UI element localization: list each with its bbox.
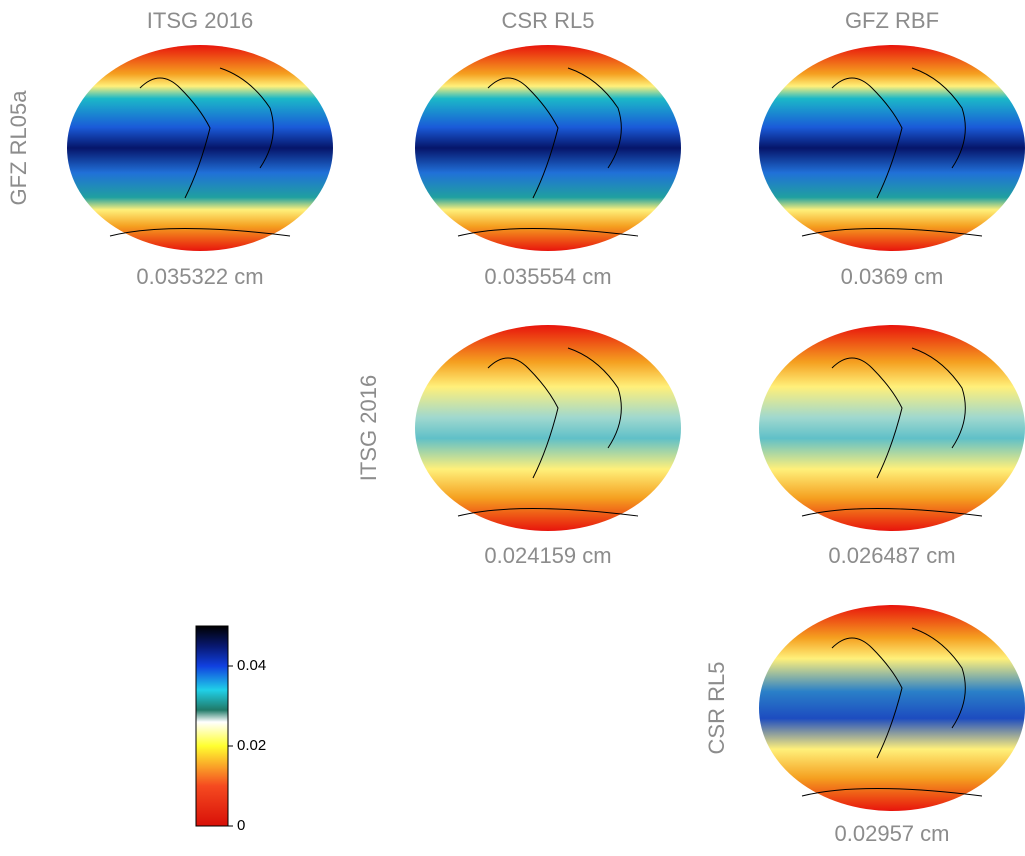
coastline — [457, 67, 639, 237]
row-label: CSR RL5 — [704, 662, 729, 755]
column-title: CSR RL5 — [502, 8, 595, 33]
column-title: GFZ RBF — [845, 8, 939, 33]
map-panel — [759, 325, 1025, 531]
panel-caption: 0.035554 cm — [484, 264, 611, 289]
coastline — [109, 67, 291, 237]
panel-caption: 0.035322 cm — [136, 264, 263, 289]
row-label: GFZ RL05a — [6, 90, 31, 206]
map-panel — [759, 45, 1025, 251]
panel-caption: 0.024159 cm — [484, 543, 611, 568]
colorbar-tick-label: 0.02 — [237, 737, 266, 754]
coastline — [801, 627, 983, 797]
coastline — [457, 347, 639, 517]
row-label: ITSG 2016 — [356, 375, 381, 481]
colorbar-tick-label: 0.04 — [237, 657, 266, 674]
colorbar-tick-label: 0 — [237, 817, 245, 834]
panel-caption: 0.026487 cm — [828, 543, 955, 568]
map-panel — [415, 325, 681, 531]
column-title: ITSG 2016 — [147, 8, 253, 33]
map-panel — [67, 45, 333, 251]
map-panel — [759, 605, 1025, 811]
map-panel — [415, 45, 681, 251]
coastline — [801, 347, 983, 517]
panel-caption: 0.0369 cm — [841, 264, 944, 289]
colorbar — [195, 625, 229, 827]
panel-caption: 0.02957 cm — [835, 821, 950, 846]
coastline — [801, 67, 983, 237]
